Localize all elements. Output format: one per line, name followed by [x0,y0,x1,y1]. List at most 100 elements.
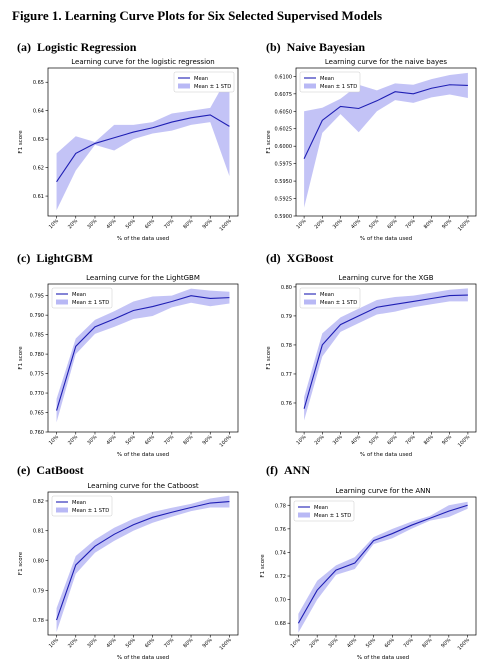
x-axis-label: % of the data used [360,236,412,242]
x-tick-label: 100% [457,218,472,233]
y-tick-label: 0.63 [33,137,44,143]
panel-heading-f: (f) ANN [266,463,310,477]
x-tick-label: 50% [125,218,137,230]
legend-std-swatch [178,83,190,89]
x-tick-label: 60% [144,434,156,446]
x-tick-label: 100% [219,218,234,233]
x-tick-label: 40% [346,637,358,649]
x-tick-label: 70% [405,218,417,230]
y-tick-label: 0.5950 [275,179,293,185]
mean-line [303,84,468,159]
x-tick-label: 40% [350,434,362,446]
x-tick-label: 40% [105,434,117,446]
x-tick-label: 20% [67,637,79,649]
legend: Mean Mean ± 1 STD [51,287,113,309]
x-tick-label: 90% [202,434,214,446]
std-band [304,288,468,421]
x-tick-label: 80% [182,218,194,230]
y-tick-label: 0.765 [30,411,44,417]
x-tick-label: 50% [125,434,137,446]
std-band [304,72,468,208]
chart-title: Learning curve for the XGB [338,274,433,282]
legend-std-swatch [56,299,68,305]
figure-title: Figure 1. Learning Curve Plots for Six S… [12,8,382,23]
legend-std-label: Mean ± 1 STD [72,508,109,514]
x-tick-label: 60% [386,218,398,230]
panel-heading-e: (e) CatBoost [17,463,84,477]
y-axis-label: F1 score [18,130,24,154]
plot-frame [295,67,477,217]
y-tick-label: 0.78 [33,618,44,624]
chart-ann: Learning curve for the ANN 0.68 0.70 0.72 0.… [260,487,477,661]
y-tick-label: 0.68 [275,621,286,627]
y-tick-label: 0.6075 [275,92,293,98]
x-tick-label: 70% [403,637,415,649]
x-tick-label: 20% [67,434,79,446]
x-tick-label: 90% [441,434,453,446]
y-tick-label: 0.760 [30,430,44,436]
legend-std-label: Mean ± 1 STD [320,84,357,90]
panel-heading-a: (a) Logistic Regression [17,40,137,54]
x-tick-label: 80% [423,434,435,446]
y-tick-label: 0.6000 [275,144,293,150]
x-tick-label: 50% [368,434,380,446]
chart-title: Learning curve for the Catboost [87,482,199,490]
mean-line [297,504,468,624]
legend: Mean Mean ± 1 STD [51,495,113,517]
std-band [298,501,468,633]
y-axis-label: F1 score [18,346,24,370]
chart-title: Learning curve for the naive bayes [325,58,448,66]
x-tick-label: 50% [125,637,137,649]
legend: Mean Mean ± 1 STD [299,287,361,309]
y-tick-label: 0.5900 [275,214,293,220]
y-tick-label: 0.6025 [275,127,293,133]
y-tick-label: 0.76 [275,527,286,533]
chart-logistic-regression: Learning curve for the logistic regressi… [18,58,239,242]
x-tick-label: 10% [295,218,307,230]
x-tick-label: 100% [457,637,472,652]
x-tick-label: 90% [202,218,214,230]
y-tick-label: 0.79 [281,314,292,320]
mean-line [56,500,230,621]
y-tick-label: 0.790 [30,313,44,319]
x-tick-label: 70% [163,434,175,446]
plot-frame [47,67,239,217]
x-tick-label: 60% [384,637,396,649]
x-tick-label: 100% [219,637,234,652]
x-tick-label: 70% [405,434,417,446]
x-tick-label: 40% [350,218,362,230]
legend-mean-label: Mean [72,500,86,506]
x-tick-label: 40% [105,637,117,649]
x-axis-label: % of the data used [357,655,409,661]
y-tick-label: 0.785 [30,333,44,339]
y-tick-label: 0.795 [30,294,44,300]
x-tick-label: 60% [144,637,156,649]
panel-heading-d: (d) XGBoost [266,251,334,265]
mean-line [56,295,230,411]
chart-title: Learning curve for the logistic regressi… [71,58,215,66]
y-tick-label: 0.80 [33,559,44,565]
legend-std-label: Mean ± 1 STD [72,300,109,306]
x-tick-label: 30% [327,637,339,649]
x-tick-label: 50% [365,637,377,649]
y-tick-label: 0.6100 [275,74,293,80]
legend-mean-label: Mean [320,292,334,298]
x-axis-label: % of the data used [117,655,169,661]
y-tick-label: 0.81 [33,529,44,535]
y-tick-label: 0.70 [275,598,286,604]
legend-std-label: Mean ± 1 STD [194,84,231,90]
y-tick-label: 0.77 [281,372,292,378]
x-tick-label: 20% [314,434,326,446]
chart-lightgbm: Learning curve for the LightGBM 0.760 0.76… [18,274,239,458]
legend-std-swatch [304,299,316,305]
chart-title: Learning curve for the ANN [335,487,430,495]
y-tick-label: 0.76 [281,401,292,407]
std-band [56,495,230,633]
panel-heading-c: (c) LightGBM [17,251,93,265]
x-tick-label: 20% [314,218,326,230]
legend: Mean Mean ± 1 STD [173,71,235,93]
x-tick-label: 40% [105,218,117,230]
y-tick-label: 0.80 [281,285,292,291]
x-tick-label: 100% [457,434,472,449]
y-tick-label: 0.5975 [275,162,293,168]
